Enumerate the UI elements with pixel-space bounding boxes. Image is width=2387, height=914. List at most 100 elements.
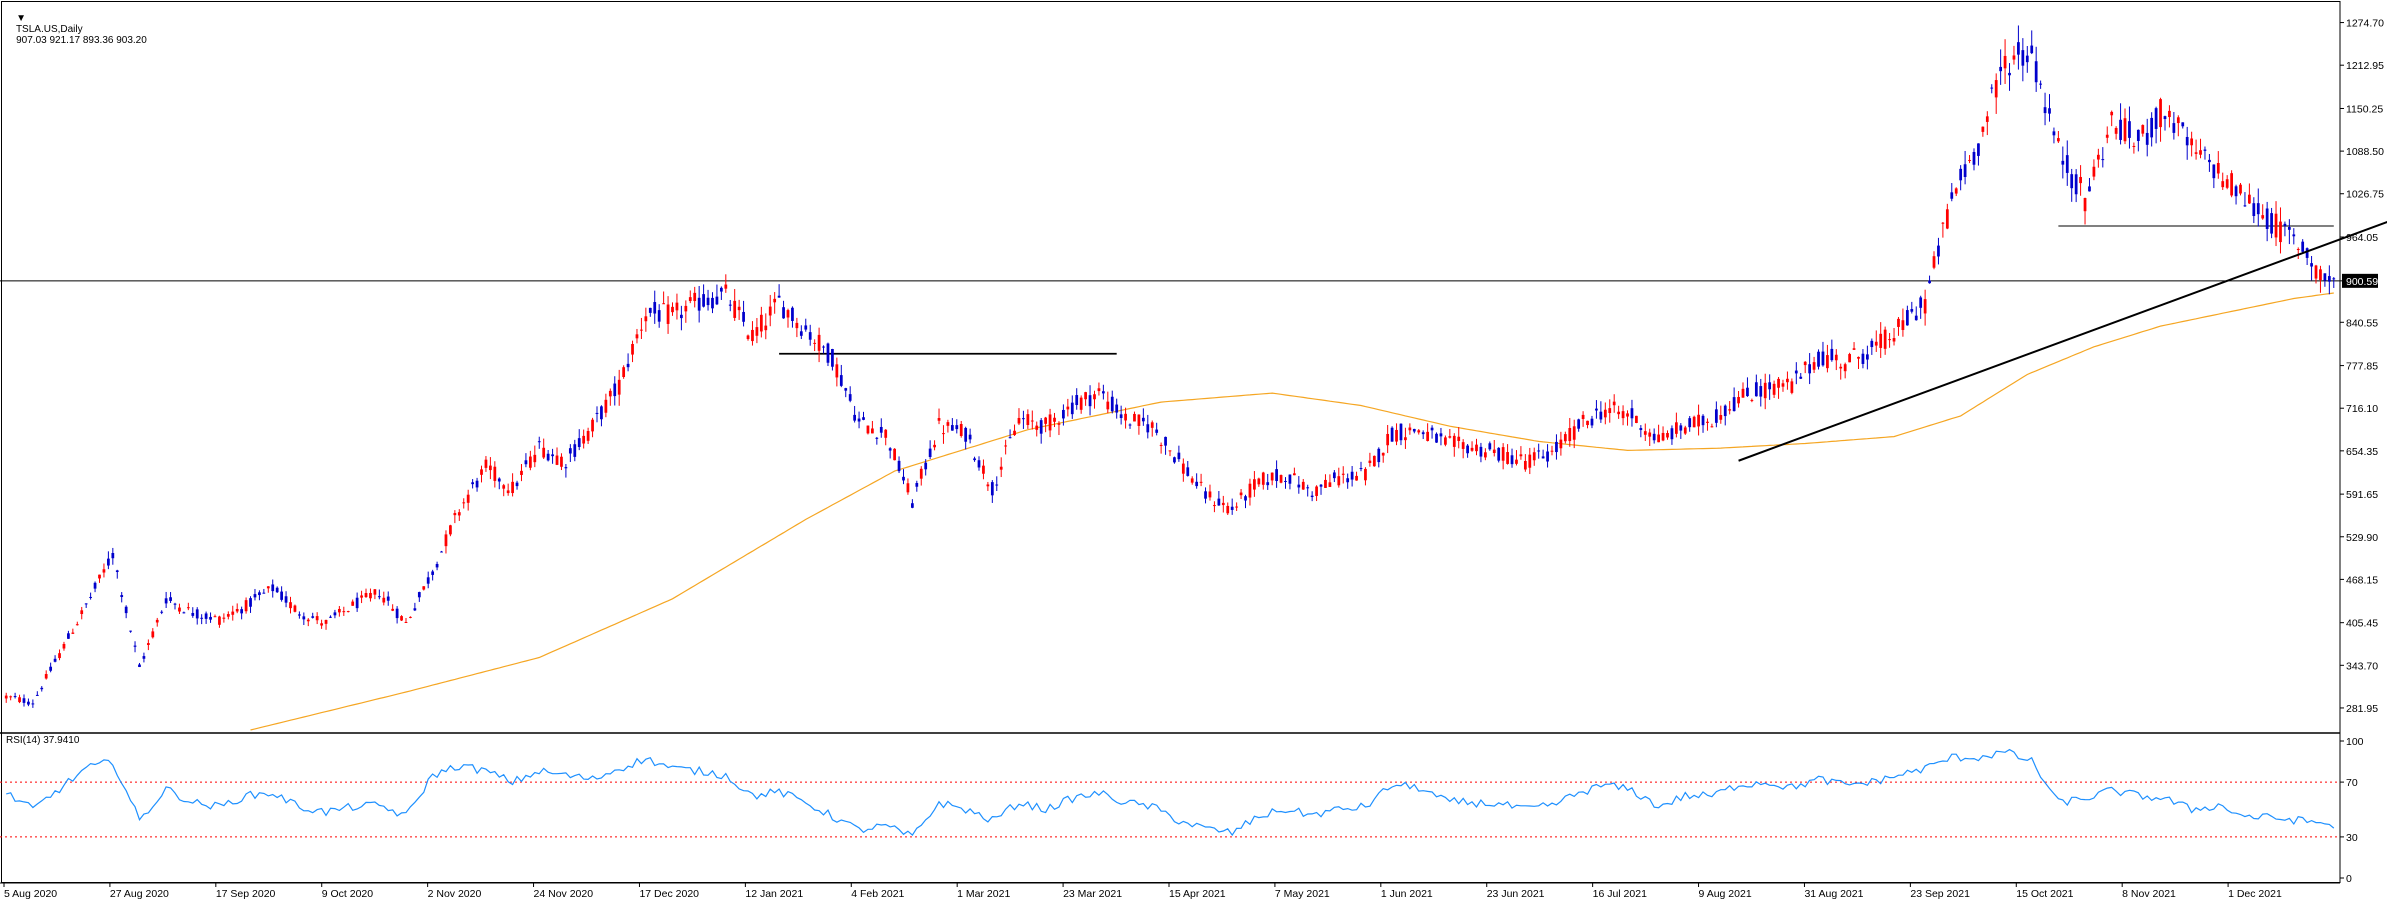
candle bbox=[697, 285, 701, 323]
candle-body bbox=[182, 612, 186, 614]
collapse-triangle-icon[interactable]: ▼ bbox=[16, 13, 27, 24]
candle-body bbox=[1857, 356, 1860, 359]
candle-body bbox=[2296, 249, 2300, 251]
candle-body bbox=[1062, 409, 1065, 419]
candle-body bbox=[306, 619, 310, 622]
candle bbox=[75, 621, 79, 626]
candle-body bbox=[1839, 366, 1843, 369]
candle bbox=[1950, 183, 1954, 202]
candle bbox=[919, 466, 923, 486]
candle-body bbox=[2190, 138, 2194, 146]
trendline-layer[interactable] bbox=[1738, 212, 2387, 462]
candle-body bbox=[431, 571, 435, 575]
candle bbox=[1937, 237, 1940, 265]
candle-body bbox=[2168, 110, 2171, 118]
candle-body bbox=[89, 596, 92, 598]
candle bbox=[1022, 410, 1025, 429]
candle-body bbox=[1279, 475, 1283, 483]
candle-body bbox=[22, 698, 26, 703]
candle bbox=[1697, 404, 1700, 436]
candle bbox=[240, 606, 244, 620]
candle bbox=[2279, 207, 2282, 254]
candle-body bbox=[1319, 484, 1323, 487]
candle bbox=[1248, 478, 1252, 506]
candle-body bbox=[675, 302, 679, 311]
candle bbox=[1328, 474, 1332, 488]
candle bbox=[524, 453, 528, 468]
candle-body bbox=[1528, 454, 1532, 468]
candle-body bbox=[280, 591, 283, 600]
time-tick-label: 23 Jun 2021 bbox=[1487, 888, 1545, 900]
price-tick-label: 591.65 bbox=[2346, 489, 2378, 501]
candle-body bbox=[1208, 491, 1212, 498]
candle-body bbox=[1897, 318, 1900, 327]
candle bbox=[1714, 401, 1718, 428]
candle-body bbox=[1985, 116, 1989, 122]
candle-body bbox=[799, 331, 803, 336]
candle-body bbox=[84, 603, 88, 605]
candle bbox=[2114, 126, 2118, 140]
candle-body bbox=[1239, 492, 1243, 496]
candle-body bbox=[1626, 413, 1629, 417]
candle bbox=[1368, 452, 1372, 467]
candle bbox=[528, 450, 532, 471]
horizontal-levels[interactable] bbox=[0, 225, 2340, 355]
candle-body bbox=[506, 490, 510, 494]
candle bbox=[1479, 442, 1483, 463]
candle-body bbox=[1101, 391, 1105, 394]
candle bbox=[1799, 372, 1803, 380]
candle bbox=[2123, 108, 2127, 145]
candle-body bbox=[1288, 474, 1292, 484]
candle bbox=[1670, 425, 1674, 445]
candle-body bbox=[1119, 414, 1123, 419]
candle bbox=[107, 551, 110, 570]
candle-body bbox=[1444, 437, 1447, 445]
time-tick-label: 23 Sep 2021 bbox=[1910, 888, 1970, 900]
candle-body bbox=[1177, 452, 1181, 460]
candle-body bbox=[537, 441, 541, 443]
candle bbox=[915, 480, 919, 492]
candle bbox=[169, 592, 172, 603]
candle bbox=[2110, 110, 2114, 127]
candle-body bbox=[1937, 245, 1940, 257]
candle-body bbox=[1204, 491, 1207, 499]
candle-body bbox=[62, 643, 66, 649]
candle-body bbox=[1590, 418, 1594, 426]
candle-body bbox=[262, 592, 266, 594]
candle bbox=[746, 334, 750, 341]
candle bbox=[1346, 473, 1350, 489]
candle bbox=[1501, 443, 1505, 470]
candle-body bbox=[1901, 320, 1905, 330]
candle bbox=[537, 436, 541, 449]
candle bbox=[1919, 295, 1923, 319]
candle bbox=[475, 477, 479, 492]
candle-body bbox=[728, 304, 732, 306]
candle bbox=[373, 589, 377, 600]
candle bbox=[2105, 126, 2109, 144]
candle bbox=[1177, 445, 1181, 462]
candle bbox=[124, 605, 128, 619]
candle bbox=[324, 619, 328, 630]
candle-body bbox=[1732, 397, 1736, 412]
candle-body bbox=[1341, 473, 1345, 475]
candle-body bbox=[879, 426, 883, 433]
candle bbox=[1883, 326, 1887, 355]
candles-layer[interactable] bbox=[4, 25, 2336, 708]
candle-body bbox=[1479, 446, 1483, 457]
candle bbox=[884, 429, 888, 446]
candle bbox=[1595, 400, 1598, 419]
candle bbox=[822, 345, 825, 354]
candle bbox=[2008, 63, 2011, 91]
candle bbox=[2319, 265, 2322, 293]
candle-body bbox=[1572, 426, 1576, 440]
candle-body bbox=[1706, 421, 1709, 423]
candle-body bbox=[604, 399, 608, 413]
candle-body bbox=[1230, 506, 1234, 510]
candle bbox=[635, 328, 639, 344]
candle-body bbox=[773, 298, 777, 303]
candle-body bbox=[133, 645, 137, 647]
candle-body bbox=[1141, 417, 1145, 422]
candle-body bbox=[1754, 382, 1758, 397]
